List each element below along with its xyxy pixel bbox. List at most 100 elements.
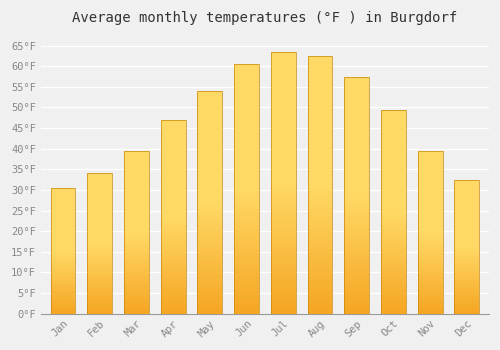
Bar bbox=[50, 257, 76, 258]
Bar bbox=[381, 112, 406, 114]
Bar bbox=[418, 203, 442, 204]
Bar bbox=[198, 129, 222, 131]
Bar bbox=[160, 209, 186, 211]
Bar bbox=[234, 276, 259, 279]
Bar bbox=[344, 77, 369, 79]
Bar bbox=[234, 161, 259, 164]
Bar bbox=[87, 244, 112, 245]
Bar bbox=[234, 159, 259, 161]
Bar bbox=[160, 244, 186, 246]
Bar bbox=[160, 159, 186, 161]
Bar bbox=[454, 204, 479, 205]
Bar bbox=[198, 262, 222, 265]
Bar bbox=[418, 228, 442, 229]
Bar bbox=[124, 164, 149, 166]
Bar bbox=[418, 198, 442, 200]
Bar bbox=[160, 157, 186, 159]
Bar bbox=[160, 143, 186, 145]
Bar bbox=[418, 260, 442, 261]
Bar bbox=[344, 150, 369, 152]
Bar bbox=[50, 197, 76, 198]
Bar bbox=[344, 261, 369, 264]
Bar bbox=[234, 244, 259, 246]
Bar bbox=[344, 86, 369, 89]
Bar bbox=[454, 268, 479, 270]
Bar bbox=[344, 240, 369, 243]
Bar bbox=[87, 186, 112, 188]
Bar bbox=[124, 239, 149, 240]
Bar bbox=[87, 174, 112, 314]
Bar bbox=[50, 251, 76, 252]
Bar bbox=[271, 188, 296, 191]
Bar bbox=[454, 231, 479, 232]
Bar bbox=[234, 112, 259, 114]
Bar bbox=[454, 247, 479, 248]
Bar bbox=[418, 239, 442, 240]
Bar bbox=[381, 214, 406, 216]
Bar bbox=[344, 209, 369, 212]
Bar bbox=[160, 223, 186, 224]
Bar bbox=[160, 205, 186, 207]
Bar bbox=[271, 211, 296, 214]
Bar bbox=[124, 166, 149, 167]
Bar bbox=[381, 189, 406, 191]
Bar bbox=[381, 163, 406, 164]
Bar bbox=[87, 239, 112, 241]
Bar bbox=[454, 283, 479, 284]
Bar bbox=[344, 226, 369, 228]
Bar bbox=[50, 290, 76, 291]
Bar bbox=[308, 205, 332, 208]
Bar bbox=[271, 57, 296, 60]
Bar bbox=[50, 281, 76, 282]
Bar bbox=[418, 151, 442, 314]
Bar bbox=[381, 267, 406, 269]
Bar bbox=[344, 231, 369, 233]
Bar bbox=[418, 309, 442, 310]
Bar bbox=[381, 201, 406, 203]
Bar bbox=[418, 284, 442, 286]
Bar bbox=[308, 120, 332, 123]
Bar bbox=[344, 98, 369, 100]
Bar bbox=[124, 185, 149, 187]
Bar bbox=[50, 201, 76, 202]
Bar bbox=[344, 221, 369, 224]
Bar bbox=[160, 277, 186, 279]
Bar bbox=[454, 253, 479, 255]
Bar bbox=[381, 212, 406, 214]
Bar bbox=[198, 302, 222, 305]
Bar bbox=[124, 234, 149, 236]
Bar bbox=[344, 152, 369, 155]
Bar bbox=[87, 207, 112, 209]
Bar bbox=[160, 155, 186, 157]
Bar bbox=[234, 164, 259, 167]
Bar bbox=[160, 120, 186, 122]
Bar bbox=[50, 285, 76, 286]
Bar bbox=[381, 312, 406, 314]
Bar bbox=[50, 275, 76, 276]
Bar bbox=[418, 255, 442, 257]
Bar bbox=[234, 284, 259, 286]
Bar bbox=[344, 252, 369, 254]
Bar bbox=[160, 234, 186, 236]
Bar bbox=[50, 188, 76, 189]
Bar bbox=[271, 117, 296, 120]
Bar bbox=[50, 313, 76, 314]
Bar bbox=[271, 80, 296, 83]
Bar bbox=[344, 141, 369, 143]
Bar bbox=[234, 266, 259, 269]
Bar bbox=[271, 110, 296, 112]
Bar bbox=[87, 251, 112, 252]
Bar bbox=[308, 190, 332, 192]
Bar bbox=[87, 301, 112, 302]
Bar bbox=[124, 170, 149, 172]
Bar bbox=[454, 233, 479, 235]
Bar bbox=[87, 252, 112, 253]
Bar bbox=[50, 212, 76, 213]
Bar bbox=[160, 197, 186, 199]
Bar bbox=[271, 73, 296, 75]
Bar bbox=[198, 194, 222, 196]
Bar bbox=[271, 83, 296, 86]
Bar bbox=[50, 266, 76, 267]
Bar bbox=[160, 174, 186, 176]
Bar bbox=[198, 100, 222, 102]
